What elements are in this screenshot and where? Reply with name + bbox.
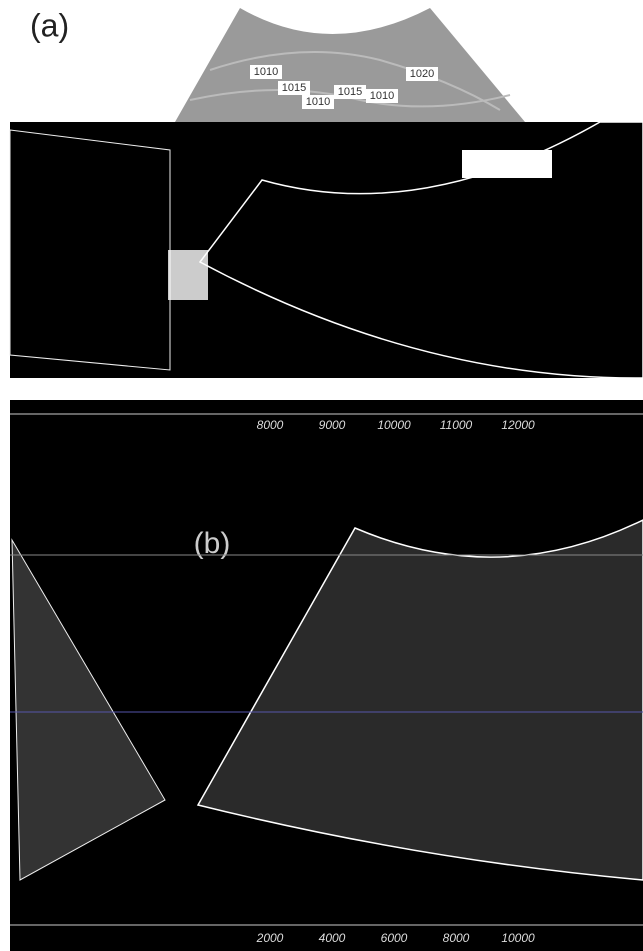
colorbar-tick-label: 12000 [501, 418, 535, 432]
map-outline [198, 121, 643, 379]
colorbar-tick-label: 9000 [319, 418, 346, 432]
contour-label-box [278, 81, 310, 95]
contour-label-box [250, 65, 282, 79]
colorbar-tick-label: 11000 [440, 418, 473, 432]
contour [209, 51, 501, 111]
colorbar-a [10, 400, 643, 432]
colorbar-tick-label: 8000 [257, 418, 284, 432]
panel-label: (a) [30, 7, 69, 43]
contour-label-box [366, 89, 398, 103]
contour-label: 1010 [370, 90, 394, 102]
colorbar-tick-label: 6000 [381, 931, 408, 945]
colorbar-tick-label: 4000 [319, 931, 346, 945]
panel-label: (b) [194, 527, 231, 560]
glitch [168, 250, 208, 300]
colorbar-tick-label: 10000 [501, 931, 535, 945]
colorbar-tick-label: 10000 [377, 418, 411, 432]
contour-label: 1020 [410, 68, 434, 80]
contour-label: 1015 [282, 82, 306, 94]
contour-label: 1015 [338, 86, 362, 98]
contour-label: 1010 [306, 96, 330, 108]
colorbar-tick-label: 8000 [443, 931, 470, 945]
glitch [462, 150, 552, 178]
map-b-left [11, 538, 166, 881]
contour-label-box [334, 85, 366, 99]
map-a [175, 8, 525, 122]
contour-label-box [406, 67, 438, 81]
colorbar-tick-label: 2000 [256, 931, 284, 945]
contour-label-box [302, 95, 334, 109]
contour [189, 89, 511, 108]
map-outline [9, 129, 171, 371]
contour-label: 1010 [254, 66, 278, 78]
